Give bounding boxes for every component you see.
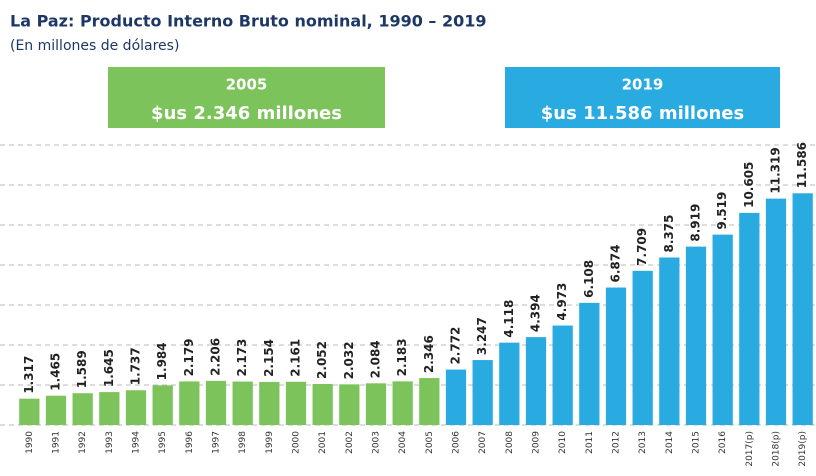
x-tick-label: 2010 [558,431,568,454]
bar [445,369,467,425]
x-tick-label: 1996 [185,431,195,454]
bar [19,398,40,425]
bar [365,383,387,425]
bar [339,384,360,425]
bar [205,380,227,425]
value-label: 9.519 [715,192,729,230]
bar [152,385,173,425]
value-label: 8.375 [662,215,676,253]
value-label: 1.984 [155,342,169,380]
value-label: 2.179 [182,338,196,376]
bar [419,378,440,425]
bar [232,381,253,425]
x-tick-label: 2018(p) [772,431,782,467]
x-tick-label: 1992 [78,431,88,454]
x-tick-label: 2005 [425,431,435,454]
bar [605,287,627,425]
value-label: 11.319 [769,147,783,193]
x-tick-label: 2001 [318,431,328,454]
value-label: 2.052 [315,341,329,379]
x-tick-label: 1997 [212,431,222,454]
bar [765,198,787,425]
value-label: 1.737 [129,347,143,385]
value-label: 8.919 [689,204,703,242]
x-tick-label: 2009 [532,431,542,454]
x-tick-label: 2008 [505,431,515,454]
bar [472,360,493,425]
bar [45,395,67,425]
value-label: 4.118 [502,300,516,338]
value-label: 2.084 [369,340,383,378]
value-label: 10.605 [742,162,756,208]
value-label: 2.772 [449,327,463,365]
bar [179,381,200,425]
x-tick-label: 2012 [612,431,622,454]
x-tick-label: 2013 [638,431,648,454]
bar [99,392,120,425]
x-tick-label: 2007 [478,431,488,454]
value-label: 1.317 [22,356,36,394]
x-tick-label: 2019(p) [798,431,808,467]
value-label: 4.973 [555,283,569,321]
value-label: 6.874 [609,245,623,283]
x-tick-label: 2017(p) [745,431,755,467]
value-label: 2.346 [422,335,436,373]
value-label: 2.183 [395,338,409,376]
bar [632,270,653,425]
x-tick-label: 1999 [265,431,275,454]
value-label: 7.709 [635,228,649,266]
value-label: 2.032 [342,341,356,379]
x-tick-label: 2000 [292,431,302,454]
chart-subtitle: (En millones de dólares) [10,38,179,54]
x-tick-label: 1995 [158,431,168,454]
callout-box [505,67,780,128]
bar [579,302,600,425]
chart-title: La Paz: Producto Interno Bruto nominal, … [10,12,487,31]
x-tick-label: 2016 [718,431,728,454]
value-label: 11.586 [795,142,809,188]
value-label: 1.465 [49,353,63,391]
x-tick-label: 2004 [398,431,408,454]
x-tick-label: 2015 [692,431,702,454]
callout-box [108,67,385,128]
callout-title: 2005 [226,76,268,94]
value-label: 2.206 [209,338,223,376]
bar [659,257,680,425]
bar [312,383,333,425]
value-label: 2.154 [262,339,276,377]
bar [392,381,413,425]
bar [739,212,760,425]
x-tick-label: 2011 [585,431,595,454]
value-label: 3.247 [475,317,489,355]
bar [712,234,733,425]
x-tick-label: 2014 [665,431,675,454]
callout-text: $us 2.346 millones [151,103,342,124]
x-tick-label: 1994 [132,431,142,454]
x-tick-label: 1993 [105,431,115,454]
callout-title: 2019 [622,76,664,94]
value-label: 2.161 [289,339,303,377]
bar [285,381,307,425]
bar [525,337,547,425]
callout-text: $us 11.586 millones [541,103,744,124]
x-tick-label: 1990 [25,431,35,454]
value-label: 1.589 [75,350,89,388]
x-tick-label: 2002 [345,431,355,454]
bar [685,246,707,425]
bar [792,193,813,425]
bar [499,342,520,425]
x-tick-label: 2003 [372,431,382,454]
x-tick-label: 2006 [452,431,462,454]
value-label: 4.394 [529,294,543,332]
bar [259,381,280,425]
x-tick-label: 1998 [238,431,248,454]
bar [125,390,147,425]
bar [552,325,573,425]
value-label: 1.645 [102,349,116,387]
value-label: 6.108 [582,260,596,298]
bar [72,393,93,425]
x-tick-label: 1991 [52,431,62,454]
value-label: 2.173 [235,339,249,377]
